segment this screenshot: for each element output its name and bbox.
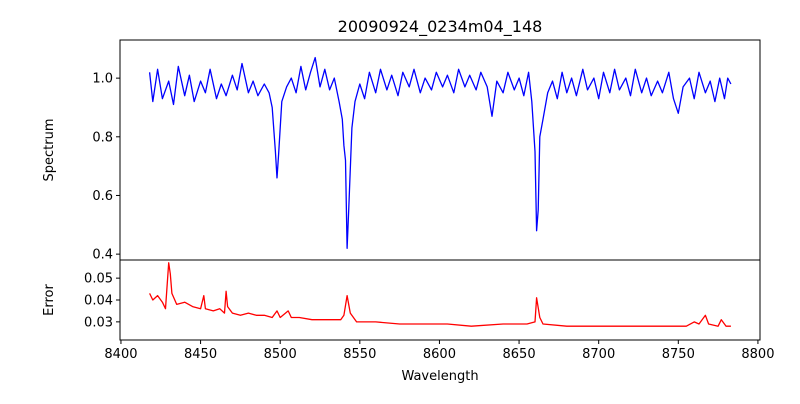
x-axis-label: Wavelength — [401, 369, 478, 384]
y-tick-label: 0.03 — [84, 315, 113, 330]
x-tick-label: 8600 — [423, 347, 456, 362]
y-tick-label: 0.05 — [84, 272, 113, 287]
axes-frame — [119, 39, 761, 261]
x-tick-label: 8650 — [503, 347, 536, 362]
y-tick-label: 0.8 — [92, 130, 113, 145]
y-tick-label: 0.6 — [92, 189, 113, 204]
y-axis-label-error: Error — [42, 284, 57, 316]
chart-title: 20090924_0234m04_148 — [338, 17, 543, 37]
spectrum-series-line — [148, 56, 732, 249]
x-tick-label: 8750 — [662, 347, 695, 362]
error-series-line — [149, 262, 731, 327]
spectrum-panel: 0.4 0.6 0.8 1.0 — [92, 39, 761, 263]
y-axis-label-spectrum: Spectrum — [42, 119, 57, 182]
y-tick-label: 0.4 — [92, 248, 113, 263]
x-tick-label: 8500 — [264, 347, 297, 362]
x-tick-label: 8700 — [582, 347, 615, 362]
x-tick-label: 8800 — [741, 347, 774, 362]
x-tick-label: 8550 — [343, 347, 376, 362]
axes-frame — [119, 259, 761, 341]
y-tick-label: 1.0 — [92, 72, 113, 87]
error-panel: 0.03 0.04 0.05 8400 8450 8500 8550 8600 8650 8700… — [84, 259, 774, 362]
y-tick-label: 0.04 — [84, 294, 113, 309]
x-tick-label: 8450 — [184, 347, 217, 362]
x-tick-label: 8400 — [104, 347, 137, 362]
